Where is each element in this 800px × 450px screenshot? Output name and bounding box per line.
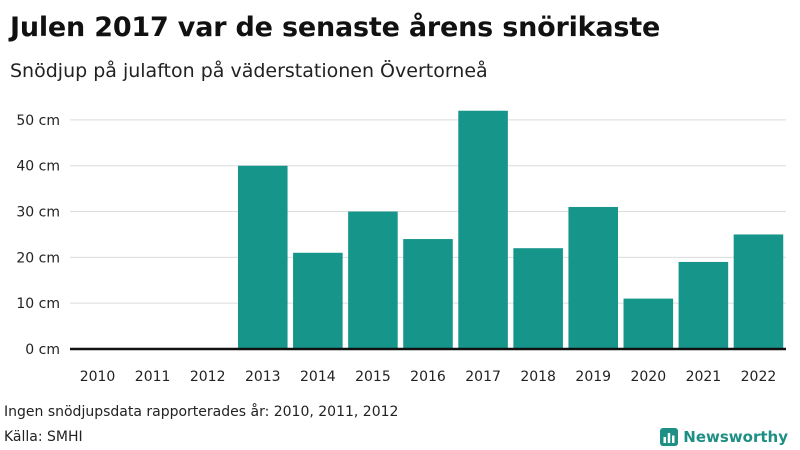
- bar-2015: [348, 211, 398, 349]
- bar-chart-logo-icon: [660, 428, 679, 446]
- bars: [237, 110, 784, 349]
- bar-2013: [237, 165, 288, 349]
- x-axis-tick-labels: 2010 2011 2012 2013 2014 2015 2016 2017 2018 2019…: [80, 369, 777, 385]
- x-tick-label: 2020: [630, 369, 666, 385]
- x-tick-label: 2014: [300, 369, 336, 385]
- y-axis-tick-labels: 0 cm 10 cm 20 cm 30 cm 40 cm 50 cm: [16, 113, 60, 358]
- x-tick-label: 2018: [520, 369, 556, 385]
- bar-2017: [458, 110, 508, 349]
- bar-2014: [293, 252, 343, 349]
- bar-2022: [733, 234, 784, 349]
- x-tick-label: 2021: [686, 369, 722, 385]
- x-tick-label: 2011: [135, 369, 171, 385]
- y-tick-label: 10 cm: [16, 296, 60, 312]
- footnote: Ingen snödjupsdata rapporterades år: 201…: [4, 404, 399, 420]
- bar-2018: [513, 248, 563, 349]
- chart-subtitle: Snödjup på julafton på väderstationen Öv…: [10, 60, 488, 82]
- y-tick-label: 20 cm: [16, 250, 60, 266]
- y-tick-label: 40 cm: [16, 159, 60, 175]
- source-note: Källa: SMHI: [4, 429, 83, 445]
- x-tick-label: 2013: [245, 369, 281, 385]
- x-tick-label: 2022: [741, 369, 777, 385]
- y-tick-label: 50 cm: [16, 113, 60, 129]
- brand-logo: Newsworthy: [660, 428, 788, 446]
- x-tick-label: 2015: [355, 369, 391, 385]
- bar-2020: [623, 298, 674, 349]
- x-tick-label: 2017: [465, 369, 501, 385]
- bar-2016: [403, 239, 453, 349]
- bar-2019: [568, 206, 619, 349]
- x-tick-label: 2012: [190, 369, 226, 385]
- x-tick-label: 2016: [410, 369, 446, 385]
- brand-name: Newsworthy: [683, 428, 788, 446]
- y-tick-label: 30 cm: [16, 205, 60, 221]
- bar-2021: [678, 261, 729, 349]
- y-tick-label: 0 cm: [25, 342, 60, 358]
- x-tick-label: 2010: [80, 369, 116, 385]
- x-tick-label: 2019: [575, 369, 611, 385]
- chart-title: Julen 2017 var de senaste årens snörikas…: [10, 12, 661, 43]
